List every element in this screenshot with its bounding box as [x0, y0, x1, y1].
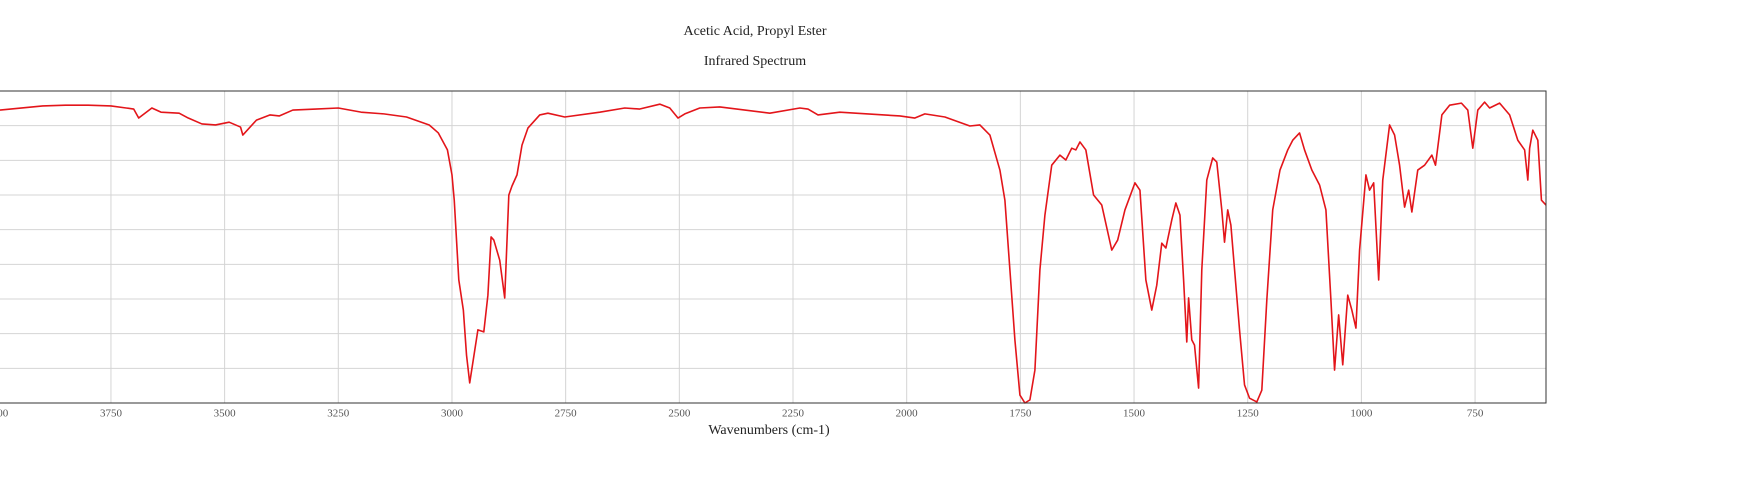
- x-tick-label: 3500: [214, 408, 237, 420]
- x-tick-label: 1250: [1237, 408, 1260, 420]
- x-tick-label: 1500: [1123, 408, 1146, 420]
- x-tick-label: 2750: [555, 408, 578, 420]
- chart-subtitle: Infrared Spectrum: [704, 54, 806, 69]
- x-tick-label: 1750: [1009, 408, 1032, 420]
- x-tick-label: 3750: [100, 408, 123, 420]
- chart-title: Acetic Acid, Propyl Ester: [683, 24, 826, 39]
- x-tick-label: 4000: [0, 408, 9, 420]
- x-tick-label: 1000: [1350, 408, 1373, 420]
- x-tick-label: 750: [1467, 408, 1484, 420]
- x-tick-label: 2500: [668, 408, 691, 420]
- x-tick-label: 3250: [327, 408, 350, 420]
- x-tick-label: 2250: [782, 408, 805, 420]
- spectrum-line: [0, 101, 1547, 404]
- plot-frame: [0, 90, 1547, 404]
- x-axis-label: Wavenumbers (cm-1): [708, 423, 830, 438]
- x-tick-label: 3000: [441, 408, 464, 420]
- x-tick-label: 2000: [896, 408, 919, 420]
